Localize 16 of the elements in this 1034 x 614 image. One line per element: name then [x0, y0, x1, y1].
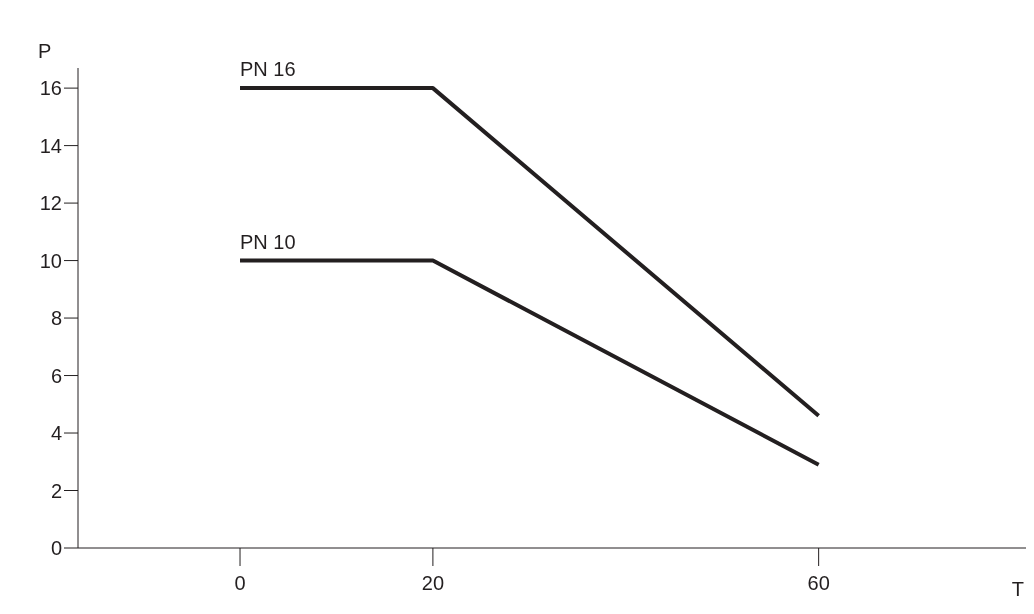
y-tick-label: 6 — [50, 364, 62, 387]
x-tick-label: 0 — [234, 572, 246, 595]
series-label: PN 10 — [240, 230, 296, 253]
series-label: PN 16 — [240, 58, 296, 81]
x-tick-label: 20 — [421, 572, 445, 595]
y-tick-label: 8 — [50, 307, 62, 330]
y-tick-label: 12 — [39, 192, 62, 215]
y-tick-label: 0 — [50, 537, 62, 560]
y-tick-label: 14 — [39, 134, 62, 157]
y-tick-label: 16 — [39, 77, 62, 100]
y-axis-title: P — [38, 40, 52, 62]
y-tick-label: 2 — [50, 479, 62, 502]
x-tick-label: 60 — [807, 572, 830, 595]
y-tick-label: 4 — [50, 422, 62, 445]
y-tick-label: 10 — [39, 249, 62, 272]
x-axis-title: T — [1011, 578, 1024, 600]
